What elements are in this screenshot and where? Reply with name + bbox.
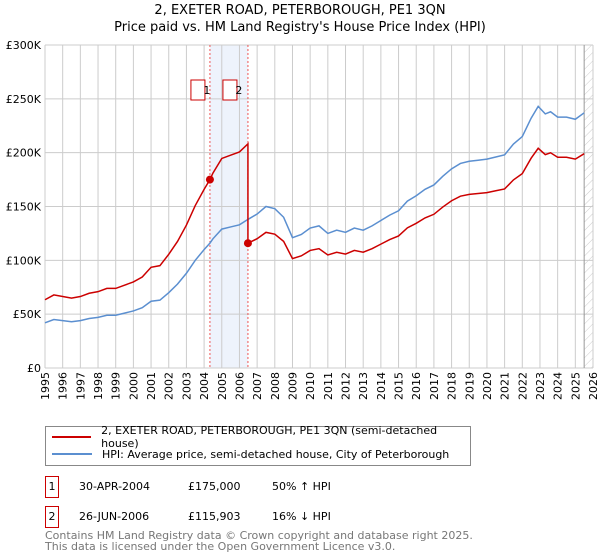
sale-hpi-diff: 16% ↓ HPI xyxy=(272,510,331,523)
sale-point xyxy=(243,239,252,248)
x-tick-label: 2013 xyxy=(357,372,370,400)
footer: Contains HM Land Registry data © Crown c… xyxy=(45,530,473,552)
x-tick-label: 2004 xyxy=(198,372,211,400)
x-tick-label: 1999 xyxy=(110,372,123,400)
sale-price: £175,000 xyxy=(188,480,241,493)
legend-item-hpi: HPI: Average price, semi-detached house,… xyxy=(52,446,449,462)
x-tick-label: 2018 xyxy=(446,372,459,400)
x-tick-label: 2020 xyxy=(481,372,494,400)
y-tick-label: £200K xyxy=(6,147,42,160)
x-tick-label: 2005 xyxy=(216,372,229,400)
x-tick-label: 2016 xyxy=(410,372,423,400)
y-tick-label: £300K xyxy=(6,39,42,52)
chart-title: 2, EXETER ROAD, PETERBOROUGH, PE1 3QN xyxy=(154,3,446,18)
x-tick-label: 1996 xyxy=(57,372,70,400)
x-tick-label: 2008 xyxy=(269,372,282,400)
footer-line: This data is licensed under the Open Gov… xyxy=(45,540,396,553)
y-tick-label: £100K xyxy=(6,254,42,267)
x-tick-label: 2002 xyxy=(163,372,176,400)
legend: 2, EXETER ROAD, PETERBOROUGH, PE1 3QN (s… xyxy=(45,424,471,466)
x-tick-label: 2022 xyxy=(516,372,529,400)
x-tick-label: 2011 xyxy=(322,372,335,400)
x-tick-label: 2015 xyxy=(393,372,406,400)
x-tick-label: 2021 xyxy=(499,372,512,400)
legend-swatch-blue xyxy=(52,453,92,455)
x-tick-label: 2003 xyxy=(180,372,193,400)
sale-marker-label: 1 xyxy=(203,84,210,97)
price-chart: 1995 1996 1997 1998 1999 2000 2001 2002 2003 2004… xyxy=(6,39,600,400)
property-price-line xyxy=(44,142,585,301)
x-tick-label: 2010 xyxy=(304,372,317,400)
x-tick-label: 2023 xyxy=(534,372,547,400)
x-tick-label: 2001 xyxy=(145,372,158,400)
x-tick-label: 1997 xyxy=(74,372,87,400)
x-tick-label: 2024 xyxy=(552,372,565,400)
x-tick-label: 1995 xyxy=(39,372,52,400)
x-tick-label: 2000 xyxy=(127,372,140,400)
footer-line: Contains HM Land Registry data © Crown c… xyxy=(45,529,473,542)
sale-marker-badge: 1 xyxy=(45,476,59,498)
y-tick-label: £0 xyxy=(27,362,41,375)
sale-marker-label: 2 xyxy=(235,84,242,97)
legend-label: HPI: Average price, semi-detached house,… xyxy=(102,447,450,461)
sale-marker-badge: 2 xyxy=(45,506,59,528)
x-tick-label: 1998 xyxy=(92,372,105,400)
y-tick-label: £50K xyxy=(13,308,42,321)
sale-hpi-diff: 50% ↑ HPI xyxy=(272,480,331,493)
x-tick-label: 2006 xyxy=(233,372,246,400)
x-tick-label: 2026 xyxy=(587,372,600,400)
legend-item-property: 2, EXETER ROAD, PETERBOROUGH, PE1 3QN (s… xyxy=(52,424,470,450)
hpi-line xyxy=(44,105,585,324)
x-tick-label: 2012 xyxy=(340,372,353,400)
x-tick-label: 2017 xyxy=(428,372,441,400)
y-tick-label: £150K xyxy=(6,201,42,214)
x-tick-label: 2007 xyxy=(251,372,264,400)
sale-marker-box xyxy=(222,79,238,101)
y-tick-label: £250K xyxy=(6,93,42,106)
sale-price: £115,903 xyxy=(188,510,241,523)
legend-label: 2, EXETER ROAD, PETERBOROUGH, PE1 3QN (s… xyxy=(101,424,438,450)
x-tick-label: 2019 xyxy=(463,372,476,400)
sale-date: 26-JUN-2006 xyxy=(79,510,150,523)
x-tick-label: 2025 xyxy=(569,372,582,400)
legend-swatch-red xyxy=(52,436,92,438)
sale-point xyxy=(205,175,214,184)
chart-subtitle: Price paid vs. HM Land Registry's House … xyxy=(114,20,486,35)
sale-marker-box xyxy=(190,79,206,101)
x-tick-label: 2009 xyxy=(286,372,299,400)
sale-date: 30-APR-2004 xyxy=(79,480,151,493)
x-tick-label: 2014 xyxy=(375,372,388,400)
